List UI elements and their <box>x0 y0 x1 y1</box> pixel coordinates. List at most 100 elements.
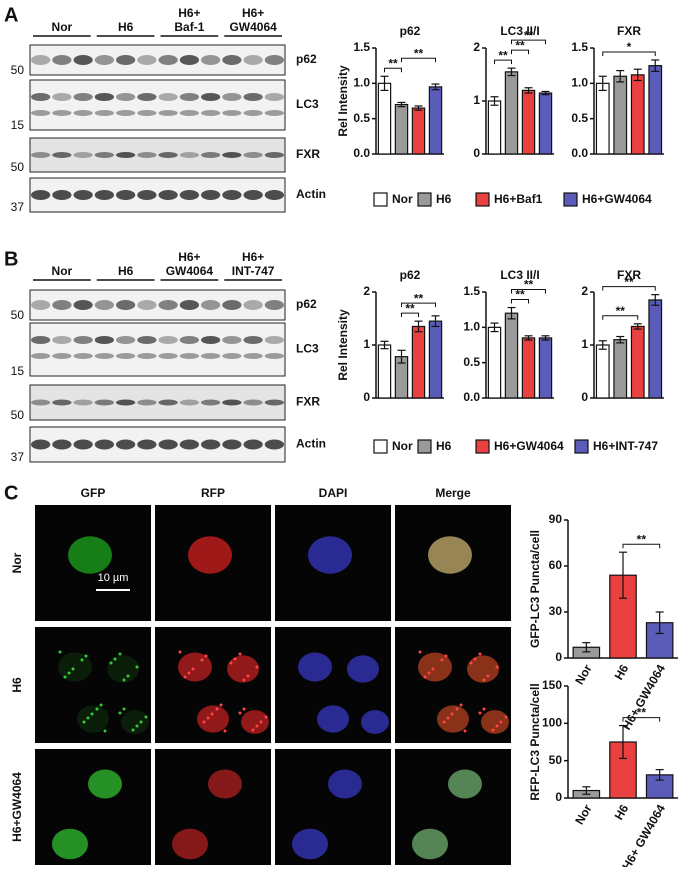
punctum <box>478 652 482 656</box>
band <box>201 93 221 101</box>
band <box>201 190 221 200</box>
blot-box <box>29 44 286 76</box>
significance-bracket <box>622 543 661 549</box>
error-bar <box>541 335 550 341</box>
y-tick-label: 60 <box>549 558 563 572</box>
band <box>52 190 72 200</box>
punctum <box>255 724 259 728</box>
error-bar <box>651 294 660 306</box>
bar <box>428 320 443 399</box>
y-tick-label: 1.5 <box>571 40 588 54</box>
band-label: p62 <box>296 297 317 311</box>
punctum <box>200 658 204 662</box>
significance-label: ** <box>524 28 534 42</box>
error-bar <box>380 340 389 350</box>
punctum <box>446 716 450 720</box>
significance-bracket <box>511 289 546 294</box>
band <box>222 353 242 359</box>
punctum <box>246 674 250 678</box>
group-label: H6 <box>118 20 134 34</box>
legend-swatch <box>417 192 432 207</box>
legend-label: H6 <box>436 439 452 453</box>
error-bar <box>414 105 423 111</box>
punctum <box>215 707 219 711</box>
bar <box>487 326 502 399</box>
band <box>264 439 284 450</box>
band <box>243 439 263 450</box>
chart-title: LC3 II/I <box>500 24 539 38</box>
y-tick-label: 1.0 <box>463 320 480 334</box>
band <box>179 190 199 200</box>
band <box>137 55 157 65</box>
punctum <box>495 724 499 728</box>
error-bar <box>598 340 607 350</box>
blot-box <box>29 426 286 463</box>
band <box>243 353 263 359</box>
band <box>222 439 242 450</box>
punctum <box>264 715 268 719</box>
band <box>264 336 284 344</box>
band <box>264 190 284 200</box>
band <box>73 190 93 200</box>
significance-label: ** <box>515 288 525 302</box>
cell <box>361 710 389 734</box>
band <box>158 336 178 344</box>
band <box>94 336 114 344</box>
y-tick-label: 1 <box>363 337 370 351</box>
band <box>31 93 51 101</box>
legend-swatch <box>417 439 432 454</box>
punctum <box>58 650 62 654</box>
punctum <box>95 707 99 711</box>
band <box>201 353 221 359</box>
cell <box>298 652 332 682</box>
punctum <box>126 674 130 678</box>
y-tick-label: 2 <box>363 284 370 298</box>
bar <box>504 71 519 155</box>
y-tick-label: 100 <box>542 716 562 730</box>
bar <box>428 86 443 155</box>
group-label: H6+ <box>178 250 200 264</box>
punctum <box>103 729 107 733</box>
error-bar <box>490 322 499 333</box>
group-label: GW4064 <box>166 264 214 278</box>
punctum <box>139 720 143 724</box>
punctum <box>118 652 122 656</box>
cell <box>208 769 242 799</box>
band <box>116 399 136 406</box>
band <box>31 190 51 200</box>
band <box>264 55 284 65</box>
error-bar <box>431 315 440 328</box>
error-bar <box>619 551 627 599</box>
band <box>137 152 157 158</box>
significance-bracket <box>602 286 656 291</box>
error-bar <box>633 68 642 82</box>
legend-swatch <box>373 192 388 207</box>
band <box>94 399 114 406</box>
bar <box>613 75 628 155</box>
significance-label: ** <box>515 38 525 52</box>
band <box>243 300 263 310</box>
bar <box>394 103 409 155</box>
cell <box>107 655 139 683</box>
significance-bracket <box>401 57 436 63</box>
punctum <box>440 658 444 662</box>
error-bar <box>582 786 591 795</box>
bar <box>377 344 392 399</box>
band <box>52 55 72 65</box>
micrograph <box>35 627 151 743</box>
error-bar <box>507 306 516 320</box>
error-bar <box>431 83 440 91</box>
punctum <box>204 654 208 658</box>
legend-label: H6 <box>436 192 452 206</box>
bar <box>521 337 536 399</box>
band <box>31 399 51 406</box>
band <box>52 336 72 344</box>
band <box>94 300 114 310</box>
y-tick-label: 0.5 <box>571 111 588 125</box>
band <box>158 55 178 65</box>
punctum <box>122 707 126 711</box>
error-bar <box>397 349 406 364</box>
punctum <box>242 707 246 711</box>
band-label: FXR <box>296 147 320 161</box>
punctum <box>242 678 246 682</box>
